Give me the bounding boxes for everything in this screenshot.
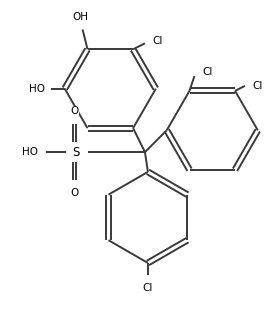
- Text: Cl: Cl: [202, 67, 213, 77]
- Text: HO: HO: [29, 84, 45, 94]
- Text: OH: OH: [73, 12, 88, 21]
- Text: S: S: [72, 146, 79, 159]
- Text: Cl: Cl: [253, 81, 263, 91]
- Text: O: O: [71, 188, 79, 198]
- Text: O: O: [71, 107, 79, 116]
- Text: Cl: Cl: [153, 36, 163, 46]
- Text: HO: HO: [22, 147, 38, 157]
- Text: Cl: Cl: [143, 283, 153, 293]
